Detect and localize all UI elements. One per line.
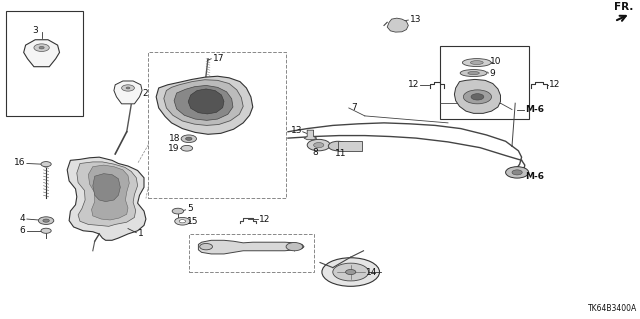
Text: 3: 3 [33, 26, 38, 35]
Circle shape [333, 263, 369, 281]
Circle shape [41, 228, 51, 233]
Circle shape [181, 135, 196, 143]
Circle shape [506, 167, 529, 178]
Polygon shape [93, 174, 120, 202]
Text: 11: 11 [335, 149, 346, 158]
Text: TK64B3400A: TK64B3400A [588, 304, 637, 313]
Polygon shape [198, 240, 304, 254]
Text: 10: 10 [490, 57, 501, 66]
Circle shape [172, 208, 184, 214]
Circle shape [43, 219, 49, 222]
Circle shape [322, 258, 380, 286]
Circle shape [471, 94, 484, 100]
Polygon shape [188, 89, 224, 114]
Text: 1: 1 [138, 229, 143, 238]
Text: M-6: M-6 [525, 172, 544, 181]
Polygon shape [164, 80, 243, 125]
Text: 15: 15 [187, 217, 198, 226]
Text: 14: 14 [366, 268, 378, 277]
Polygon shape [114, 81, 142, 104]
Bar [6, 11, 83, 116]
Circle shape [126, 87, 130, 89]
Text: 6: 6 [20, 226, 26, 235]
Polygon shape [304, 130, 317, 140]
Text: 13: 13 [410, 15, 421, 24]
Text: 4: 4 [20, 214, 26, 223]
Bar [148, 52, 286, 198]
Circle shape [307, 139, 330, 151]
Text: 2: 2 [142, 89, 148, 98]
Circle shape [38, 217, 54, 225]
Text: 7: 7 [351, 102, 356, 112]
Bar [189, 234, 314, 272]
Circle shape [122, 85, 134, 91]
Circle shape [181, 145, 193, 151]
Text: 19: 19 [168, 144, 179, 153]
Text: 12: 12 [259, 216, 271, 225]
Text: FR.: FR. [614, 3, 634, 12]
Circle shape [186, 137, 192, 140]
Polygon shape [387, 18, 408, 32]
Ellipse shape [470, 61, 483, 64]
Polygon shape [24, 40, 60, 67]
Circle shape [512, 170, 522, 175]
Circle shape [34, 44, 49, 51]
Circle shape [41, 162, 51, 167]
Circle shape [328, 141, 348, 151]
Text: 12: 12 [408, 80, 419, 89]
Polygon shape [88, 165, 129, 220]
Circle shape [175, 218, 190, 225]
Circle shape [39, 46, 44, 49]
Text: 17: 17 [212, 54, 224, 63]
Ellipse shape [468, 71, 479, 75]
Text: 18: 18 [169, 134, 180, 143]
Polygon shape [174, 85, 233, 120]
Ellipse shape [460, 70, 487, 77]
Ellipse shape [463, 59, 492, 67]
Circle shape [286, 242, 303, 251]
Polygon shape [454, 79, 500, 113]
Bar [440, 46, 529, 119]
Polygon shape [77, 162, 138, 226]
Bar [338, 141, 362, 151]
Text: 16: 16 [14, 158, 26, 167]
Text: M-6: M-6 [525, 105, 544, 114]
Polygon shape [156, 76, 253, 134]
Circle shape [463, 90, 492, 104]
Circle shape [346, 270, 356, 275]
Text: 9: 9 [490, 69, 495, 78]
Text: 5: 5 [187, 204, 193, 213]
Circle shape [314, 143, 324, 148]
Circle shape [200, 243, 212, 250]
Text: 8: 8 [312, 148, 317, 157]
Polygon shape [67, 157, 146, 240]
Text: 12: 12 [549, 80, 561, 89]
Text: 13: 13 [291, 126, 302, 135]
Circle shape [179, 220, 186, 223]
